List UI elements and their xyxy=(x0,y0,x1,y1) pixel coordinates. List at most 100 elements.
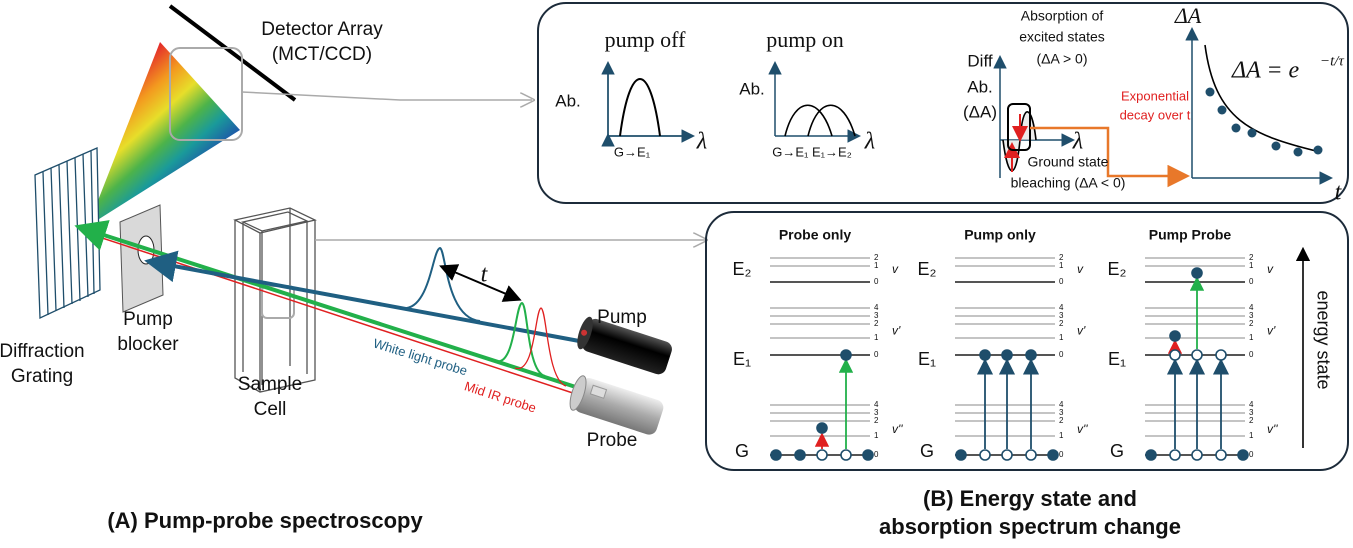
state-label: E₂ xyxy=(1108,259,1127,279)
x-axis-label: λ xyxy=(864,129,875,155)
decay-points xyxy=(1206,88,1323,157)
filled-state xyxy=(1192,268,1202,278)
state-label: G xyxy=(1110,441,1124,461)
spectrum-title: pump off xyxy=(605,27,687,52)
empty-state xyxy=(980,450,990,460)
blocker-label: Pump xyxy=(123,309,173,330)
pump-label: Pump xyxy=(597,307,647,328)
decay-point xyxy=(1314,146,1323,155)
mid-ir-label: Mid IR probe xyxy=(463,378,538,415)
delay-label: t xyxy=(481,262,489,288)
filled-state xyxy=(1146,450,1156,460)
empty-state xyxy=(1216,350,1226,360)
level-number: 2 xyxy=(1249,319,1254,328)
panel-a: Detector Array (MCT/CCD) Diffraction Gra… xyxy=(0,6,705,533)
spectra-panel: pump off Ab. G→E₁ λ pump on Ab. G→E₁ E₁→… xyxy=(538,3,1348,206)
state-label: G xyxy=(920,441,934,461)
level-number: 1 xyxy=(874,261,879,270)
vibrational-label: v' xyxy=(1267,324,1276,338)
formula-exponent: −t/τ xyxy=(1320,53,1344,69)
level-number: 0 xyxy=(1249,277,1254,286)
filled-state xyxy=(841,350,851,360)
decay-note: decay over t xyxy=(1120,107,1191,122)
detector-label: (MCT/CCD) xyxy=(272,44,372,65)
level-number: 2 xyxy=(1059,416,1064,425)
detector-label: Detector Array xyxy=(261,19,383,40)
decay-point xyxy=(1218,106,1227,115)
y-axis-label: Diff xyxy=(967,51,992,70)
caption-b: absorption spectrum change xyxy=(879,514,1181,539)
empty-state xyxy=(1192,450,1202,460)
level-number: 2 xyxy=(874,319,879,328)
level-number: 0 xyxy=(1249,450,1254,459)
blocker-label: blocker xyxy=(117,334,179,355)
decay-point xyxy=(1232,124,1241,133)
y-axis-label: ΔA xyxy=(1174,3,1202,28)
pump-off-axes xyxy=(608,66,690,136)
vibrational-label: v'' xyxy=(1267,422,1278,436)
filled-state xyxy=(795,450,805,460)
state-label: E₂ xyxy=(733,259,752,279)
y-axis-label: Ab. xyxy=(967,77,993,96)
figure: Detector Array (MCT/CCD) Diffraction Gra… xyxy=(0,0,1353,548)
level-number: 0 xyxy=(1059,450,1064,459)
filled-state xyxy=(1170,331,1180,341)
absorption-note: (ΔA > 0) xyxy=(1037,51,1088,67)
level-number: 0 xyxy=(1059,277,1064,286)
spectrum-title: pump on xyxy=(766,27,844,52)
peak-label: G→E₁ E₁→E₂ xyxy=(772,144,852,159)
absorption-note: excited states xyxy=(1019,29,1105,45)
level-number: 1 xyxy=(874,333,879,342)
level-number: 0 xyxy=(874,350,879,359)
level-number: 1 xyxy=(1249,431,1254,440)
level-number: 1 xyxy=(1059,333,1064,342)
pump-on-peak xyxy=(785,105,855,136)
filled-state xyxy=(956,450,966,460)
caption-a: (A) Pump-probe spectroscopy xyxy=(107,508,423,533)
bleaching-note: bleaching (ΔA < 0) xyxy=(1011,175,1126,191)
decay-point xyxy=(1294,148,1303,157)
level-number: 2 xyxy=(874,416,879,425)
column-title: Pump Probe xyxy=(1149,227,1232,243)
state-label: G xyxy=(735,441,749,461)
empty-state xyxy=(1170,450,1180,460)
filled-state xyxy=(1048,450,1058,460)
level-number: 0 xyxy=(874,450,879,459)
level-number: 1 xyxy=(1059,431,1064,440)
bleaching-note: Ground state xyxy=(1028,154,1109,170)
state-label: E₁ xyxy=(1108,349,1126,369)
grating-label: Grating xyxy=(11,366,73,387)
empty-state xyxy=(1002,450,1012,460)
empty-state xyxy=(841,450,851,460)
column-title: Pump only xyxy=(964,227,1036,243)
empty-state xyxy=(1216,450,1226,460)
pump-beam xyxy=(152,262,590,343)
pump-blocker xyxy=(120,205,163,312)
level-number: 1 xyxy=(1249,261,1254,270)
empty-state xyxy=(1170,350,1180,360)
vibrational-label: v'' xyxy=(1077,422,1088,436)
formula: ΔA = e xyxy=(1231,58,1300,84)
column-title: Probe only xyxy=(779,227,852,243)
state-label: E₁ xyxy=(918,349,936,369)
filled-state xyxy=(817,423,827,433)
vibrational-label: v'' xyxy=(892,422,903,436)
probe-label: Probe xyxy=(587,430,638,451)
filled-state xyxy=(1002,350,1012,360)
decay-point xyxy=(1206,88,1215,97)
level-number: 0 xyxy=(1249,350,1254,359)
level-number: 1 xyxy=(874,431,879,440)
filled-state xyxy=(1238,450,1248,460)
peak-label: G→E₁ xyxy=(614,144,651,159)
energy-axis-label: energy state xyxy=(1313,290,1333,389)
light-spectrum xyxy=(88,42,240,226)
x-axis-label: λ xyxy=(696,129,707,155)
level-number: 2 xyxy=(1059,319,1064,328)
pump-off-peak xyxy=(620,79,660,136)
y-axis-label: Ab. xyxy=(739,79,765,98)
empty-state xyxy=(1026,450,1036,460)
vibrational-label: v xyxy=(892,262,899,276)
vibrational-label: v xyxy=(1077,262,1084,276)
empty-state xyxy=(817,450,827,460)
